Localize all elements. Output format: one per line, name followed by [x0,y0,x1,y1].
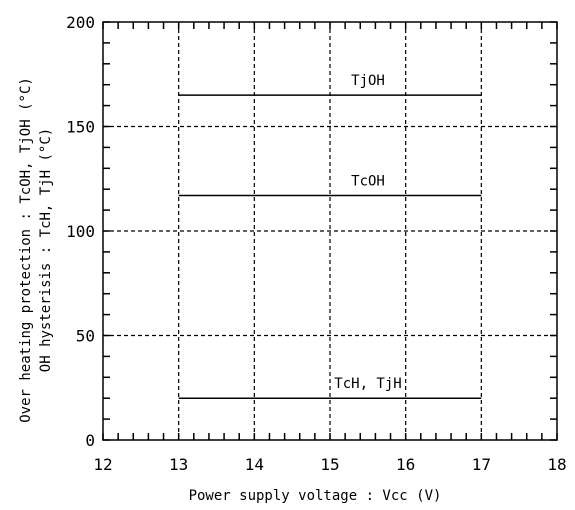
grid [103,22,557,440]
x-tick-label: 12 [93,455,112,474]
plot-frame [102,21,558,441]
series-label: TjOH [351,73,385,89]
x-axis-label: Power supply voltage : Vcc (V) [189,488,442,504]
y-tick-label: 0 [85,431,95,450]
y-tick-label: 100 [66,222,95,241]
x-tick-label: 17 [472,455,491,474]
series-label: TcOH [351,173,385,189]
x-tick-label: 16 [396,455,415,474]
x-tick-label: 13 [169,455,188,474]
y-axis-label-line2: OH hysterisis : TcH, TjH (°C) [38,128,54,372]
y-tick-label: 50 [76,327,95,346]
x-tick-label: 15 [320,455,339,474]
y-axis-label-line1: Over heating protection : TcOH, TjOH (°C… [18,77,34,423]
x-tick-label: 18 [547,455,566,474]
x-tick-labels: 12 13 14 15 16 17 18 [93,455,566,474]
x-tick-label: 14 [245,455,264,474]
y-tick-label: 200 [66,13,95,32]
series-labels: TjOH TcOH TcH, TjH [334,73,401,392]
series-label: TcH, TjH [334,376,401,392]
series-layer [178,94,482,399]
minor-ticks [102,21,558,441]
y-tick-label: 150 [66,118,95,137]
y-tick-labels: 0 50 100 150 200 [66,13,95,450]
